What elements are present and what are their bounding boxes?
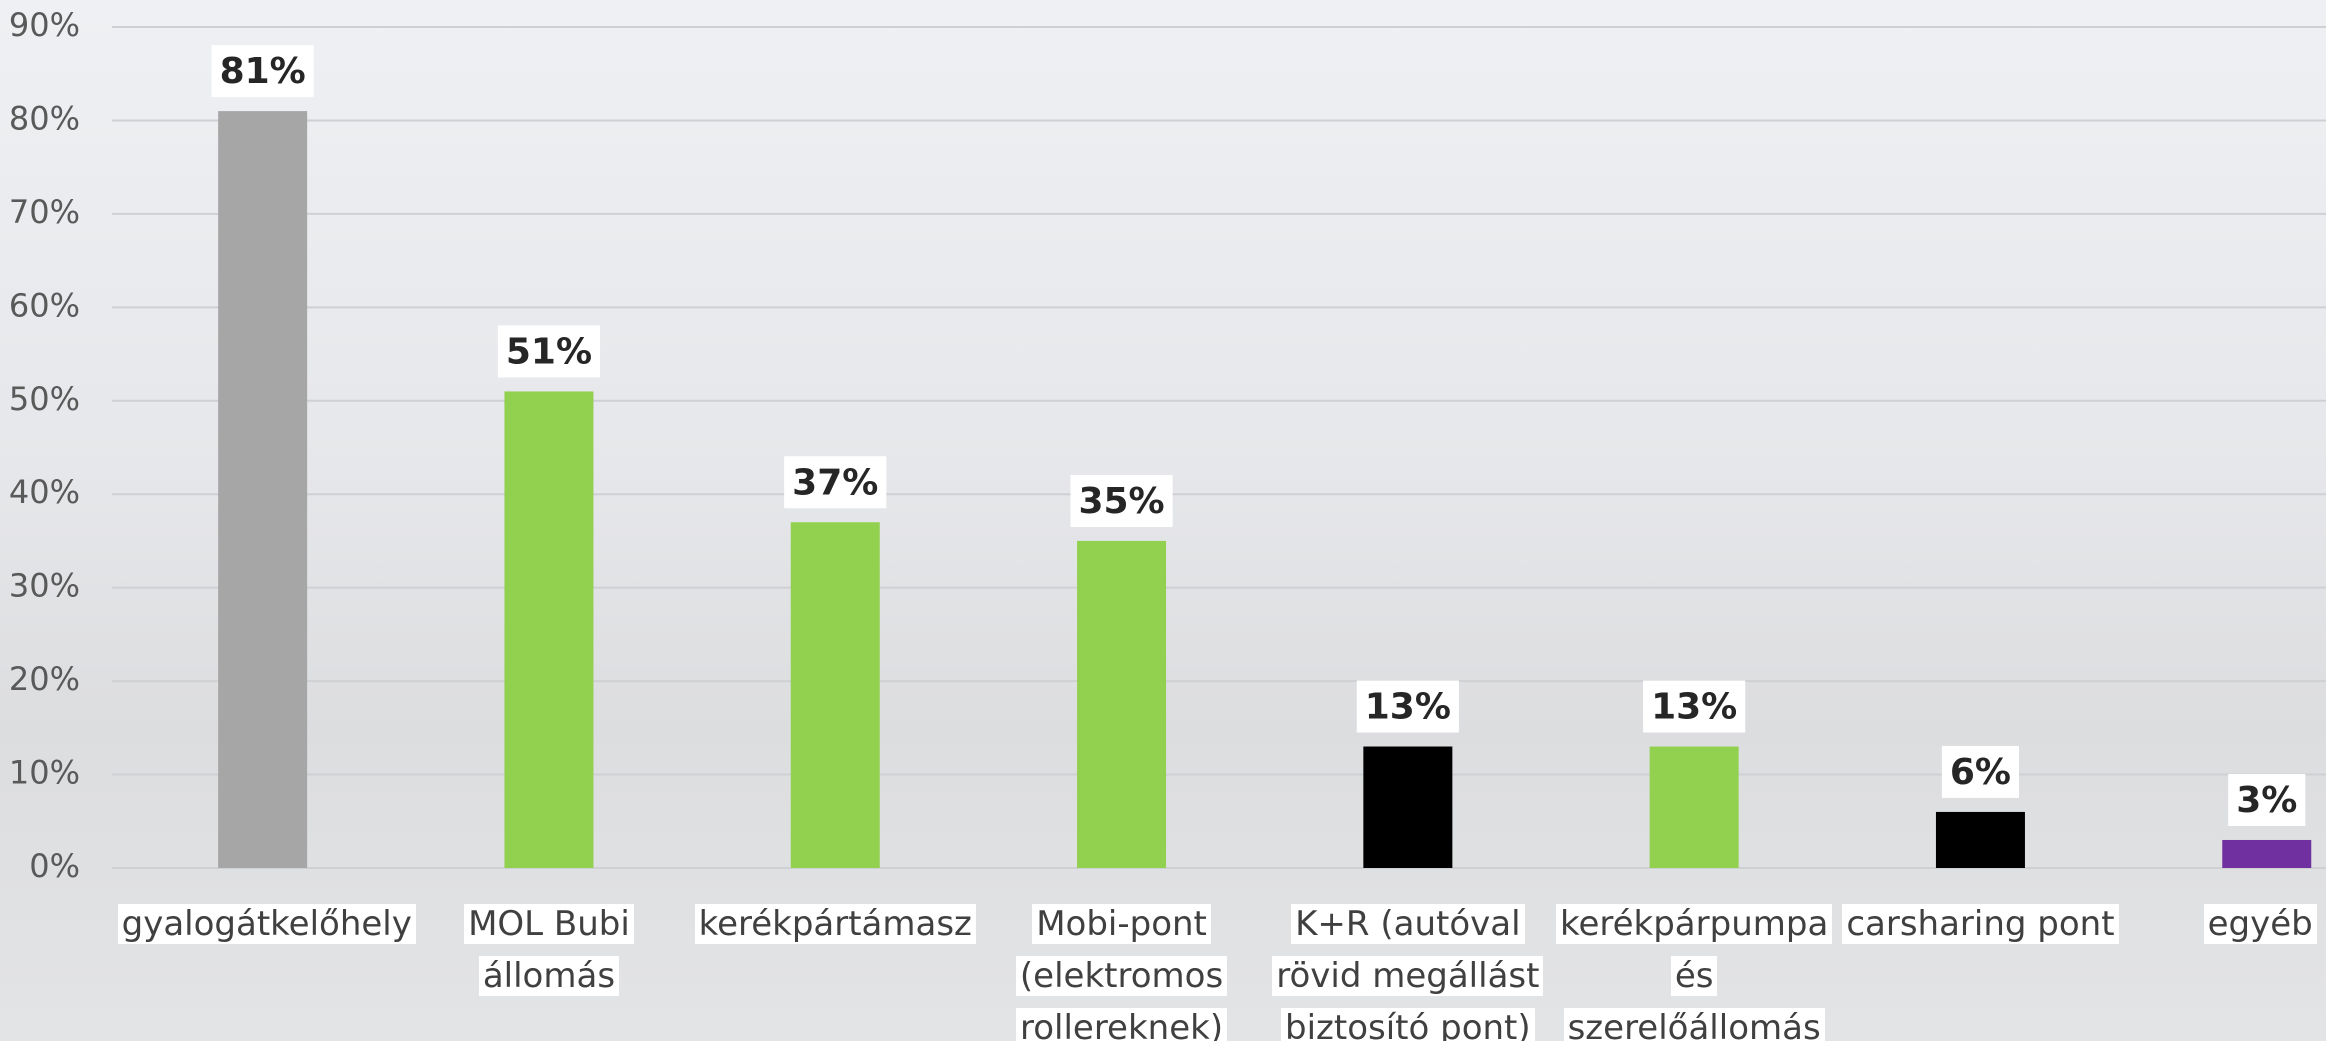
x-tick-text: kerékpártámasz	[695, 904, 976, 944]
y-tick-label: 30%	[9, 567, 80, 605]
value-label: 35%	[1078, 481, 1164, 522]
value-label: 37%	[792, 462, 878, 503]
y-tick-label: 10%	[9, 754, 80, 792]
x-tick-label: kerékpártámasz	[690, 898, 980, 950]
bar	[791, 522, 880, 868]
y-tick-label: 80%	[9, 99, 80, 137]
x-tick-text: kerékpárpumpa és szerelőállomás	[1556, 904, 1832, 1041]
value-label: 51%	[506, 331, 592, 372]
value-label: 6%	[1950, 752, 2011, 793]
bar	[2222, 840, 2311, 868]
value-label: 81%	[220, 51, 306, 92]
x-tick-label: kerékpárpumpa és szerelőállomás	[1549, 898, 1839, 1041]
y-tick-label: 0%	[29, 847, 80, 885]
y-tick-label: 40%	[9, 473, 80, 511]
x-tick-label: gyalogátkelőhely	[118, 898, 408, 950]
value-label: 13%	[1651, 687, 1737, 728]
x-tick-label: egyéb	[2204, 898, 2317, 950]
y-tick-label: 90%	[9, 6, 80, 44]
y-tick-label: 50%	[9, 380, 80, 418]
x-tick-text: gyalogátkelőhely	[118, 904, 416, 944]
x-tick-text: MOL Bubi állomás	[464, 904, 634, 996]
x-tick-text: K+R (autóval rövid megállást biztosító p…	[1272, 904, 1543, 1041]
x-tick-label: carsharing pont	[1835, 898, 2125, 950]
y-tick-label: 70%	[9, 193, 80, 231]
x-tick-label: K+R (autóval rövid megállást biztosító p…	[1263, 898, 1553, 1041]
value-label: 13%	[1365, 687, 1451, 728]
bar	[1936, 812, 2025, 868]
x-tick-label: MOL Bubi állomás	[404, 898, 694, 1002]
x-tick-text: egyéb	[2204, 904, 2317, 944]
bar	[1077, 541, 1166, 868]
bar	[218, 111, 307, 868]
bar	[504, 391, 593, 868]
value-label: 3%	[2236, 780, 2297, 821]
chart: 0% 10% 20% 30% 40% 50% 60% 70% 80% 90% 81% 51% 37% 35…	[0, 0, 2326, 1041]
y-tick-label: 20%	[9, 660, 80, 698]
x-tick-text: Mobi-pont (elektromos rollereknek)	[1016, 904, 1227, 1041]
bar	[1650, 747, 1739, 868]
bar	[1363, 747, 1452, 868]
x-tick-text: carsharing pont	[1842, 904, 2118, 944]
y-tick-label: 60%	[9, 286, 80, 324]
plot: 0% 10% 20% 30% 40% 50% 60% 70% 80% 90% 81% 51% 37% 35…	[0, 0, 2326, 1041]
x-tick-label: Mobi-pont (elektromos rollereknek)	[977, 898, 1267, 1041]
